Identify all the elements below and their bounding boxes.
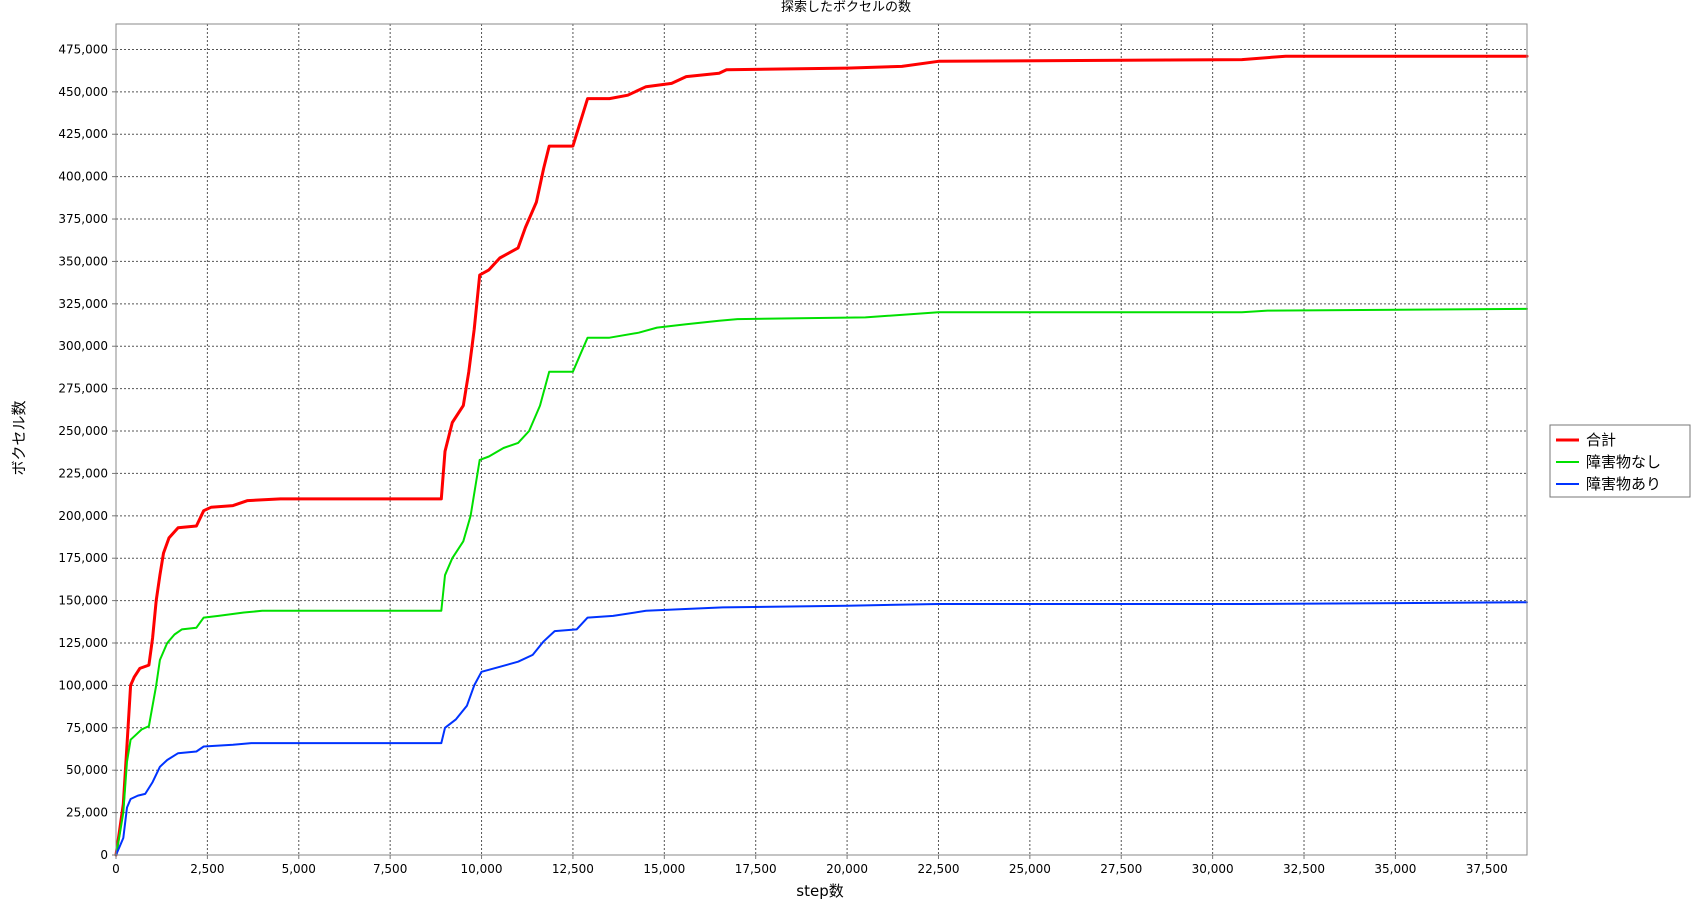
y-tick-label: 350,000 [58,254,108,268]
y-tick-label: 225,000 [58,466,108,480]
x-tick-label: 15,000 [643,862,685,876]
x-tick-label: 17,500 [735,862,777,876]
y-tick-label: 150,000 [58,594,108,608]
series-line-3 [115,601,1528,856]
y-tick-label: 450,000 [58,85,108,99]
y-tick-label: 375,000 [58,212,108,226]
x-tick-label: 12,500 [552,862,594,876]
y-tick-label: 175,000 [58,551,108,565]
y-axis: 0 25,000 50,000 75,000 100,000 125,000 150,000… [58,24,117,862]
series-line-2 [115,307,1528,856]
y-tick-label: 275,000 [58,382,108,396]
grid-lines [116,24,1527,855]
x-tick-label: 22,500 [917,862,959,876]
x-tick-label: 20,000 [826,862,868,876]
x-tick-label: 35,000 [1374,862,1416,876]
legend-label-3: 障害物あり [1586,475,1661,493]
y-axis-title: ボクセル数 [10,400,28,475]
series-layer [114,54,1529,857]
x-tick-label: 25,000 [1009,862,1051,876]
x-tick-label: 7,500 [373,862,407,876]
plot-area [116,24,1527,855]
x-tick-label: 37,500 [1466,862,1508,876]
x-tick-label: 10,000 [461,862,503,876]
x-tick-label: 32,500 [1283,862,1325,876]
x-axis: 0 2,500 5,000 7,500 10,000 12,500 15,000 17,500… [112,854,1527,876]
y-tick-label: 425,000 [58,127,108,141]
y-tick-label: 75,000 [66,721,108,735]
legend-label-2: 障害物なし [1586,453,1661,471]
y-tick-label: 325,000 [58,297,108,311]
x-tick-label: 30,000 [1192,862,1234,876]
x-tick-label: 2,500 [190,862,224,876]
series-line-1 [114,54,1529,857]
y-tick-label: 250,000 [58,424,108,438]
y-tick-label: 25,000 [66,806,108,820]
y-tick-label: 400,000 [58,170,108,184]
y-tick-label: 200,000 [58,509,108,523]
legend-label-1: 合計 [1586,431,1616,449]
y-tick-label: 0 [100,848,108,862]
y-tick-label: 125,000 [58,636,108,650]
x-tick-label: 27,500 [1100,862,1142,876]
y-tick-label: 475,000 [58,42,108,56]
y-tick-label: 300,000 [58,339,108,353]
x-tick-label: 0 [112,862,120,876]
chart-title: 探索したボクセルの数 [781,0,911,15]
y-tick-label: 50,000 [66,763,108,777]
x-axis-title: step数 [796,882,843,900]
y-tick-label: 100,000 [58,678,108,692]
x-tick-label: 5,000 [282,862,316,876]
